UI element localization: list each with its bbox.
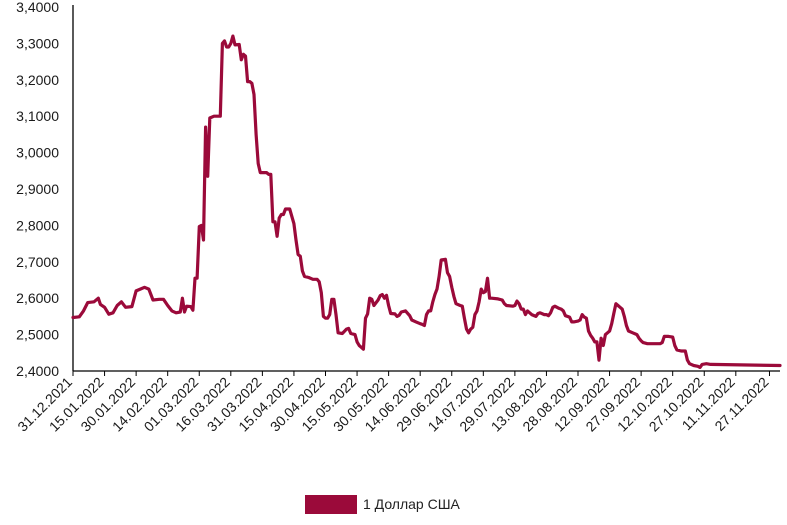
y-tick-label: 2,6000 bbox=[16, 290, 59, 306]
legend: 1 Доллар США bbox=[305, 494, 460, 514]
plot-area: 2,4000 2,5000 2,6000 2,7000 2,8000 2,9000 3,00… bbox=[14, 0, 782, 435]
y-tick-label: 3,3000 bbox=[16, 35, 59, 51]
legend-label: 1 Доллар США bbox=[363, 496, 460, 512]
y-tick-label: 3,1000 bbox=[16, 108, 59, 124]
y-tick-label: 3,0000 bbox=[16, 145, 59, 161]
legend-swatch bbox=[305, 494, 357, 514]
y-tick-label: 2,8000 bbox=[16, 217, 59, 233]
y-tick-label: 2,9000 bbox=[16, 181, 59, 197]
y-tick-label: 2,5000 bbox=[16, 327, 59, 343]
y-tick-label: 3,2000 bbox=[16, 72, 59, 88]
y-tick-label: 3,4000 bbox=[16, 0, 59, 15]
y-tick-label: 2,7000 bbox=[16, 254, 59, 270]
series-line bbox=[71, 34, 782, 369]
y-tick-label: 2,4000 bbox=[16, 363, 59, 379]
